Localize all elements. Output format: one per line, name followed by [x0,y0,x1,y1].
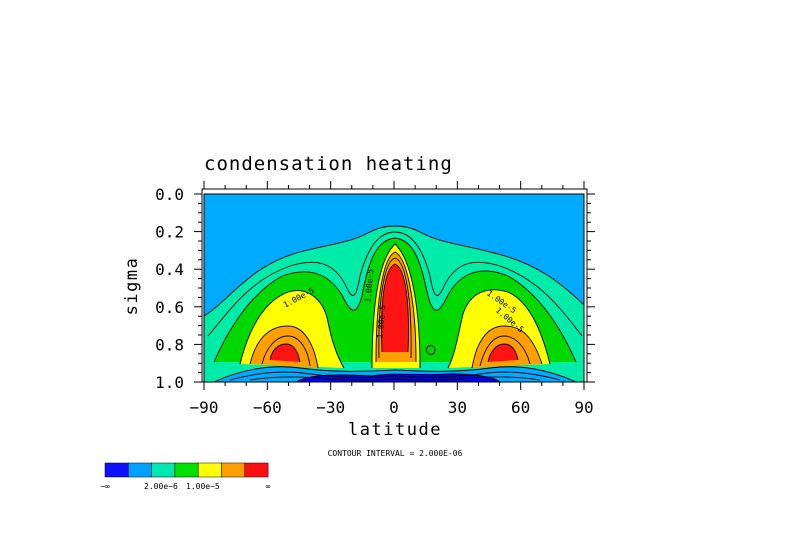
y-tick-label: 0.6 [155,298,184,317]
contour-line-16 [213,366,577,382]
contour-line-11 [479,335,531,367]
contour-line-12 [378,257,412,359]
contour-line-13 [269,343,301,363]
colorbar-label: −∞ [100,482,110,491]
colorbar-swatch [197,462,222,478]
contour-line-10 [261,335,311,367]
contour-line-2 [207,231,583,337]
contour-line-7 [249,325,319,369]
x-tick-label: 0 [389,398,399,417]
colorbar-swatch [221,462,246,478]
x-tick-label: 90 [574,398,593,417]
contour-lines [204,225,584,382]
x-tick-label: −30 [316,398,345,417]
y-tick-label: 1.0 [155,373,184,392]
contour-line-1 [204,225,584,317]
contour-line-19 [249,376,541,381]
contour-line-15 [381,263,409,353]
y-tick-label: 0.8 [155,335,184,354]
colorbar-swatch [174,462,199,478]
x-axis: −90 −60 −30 0 30 60 90 [190,181,594,417]
colorbar-swatch [104,462,129,478]
x-axis-label: latitude [348,420,442,440]
y-tick-label: 0.4 [155,260,184,279]
contour-field [204,194,584,382]
contour-line-5 [447,289,551,369]
level5-region-north [488,344,518,362]
contour-label: 1.00e-5 [364,268,376,303]
x-tick-label: 60 [511,398,530,417]
x-tick-label: −60 [253,398,282,417]
colorbar-swatch [244,462,269,478]
y-axis: 0.0 0.2 0.4 0.6 0.8 1.0 [155,185,595,392]
level5-region-tropics [381,264,409,352]
y-tick-label: 0.0 [155,185,184,204]
chart-title: condensation heating [204,153,453,175]
colorbar-label: ∞ [266,482,271,491]
contour-line-18 [229,371,561,381]
contour-line-9 [375,251,417,363]
contour-line-3 [213,237,577,363]
x-tick-label: −90 [190,398,219,417]
y-tick-label: 0.2 [155,223,184,242]
y-axis-label: sigma [122,257,142,316]
contour-line-8 [471,325,543,369]
contour-label: 1.00e-5 [376,304,388,339]
x-tick-label: 30 [448,398,467,417]
colorbar-label: 2.00e−6 [144,482,178,491]
colorbar-label: 1.00e−5 [186,482,220,491]
contour-line-4 [239,290,345,369]
contour-line-20 [425,345,436,355]
colorbar-swatch [128,462,152,478]
colorbar: −∞ 2.00e−6 1.00e−5 ∞ [100,462,271,491]
contour-line-14 [487,343,519,363]
contour-interval-note: CONTOUR INTERVAL = 2.000E-06 [328,449,463,458]
contour-line-6 [371,243,421,369]
colorbar-swatch [151,462,176,478]
level5-region-south [270,344,300,362]
